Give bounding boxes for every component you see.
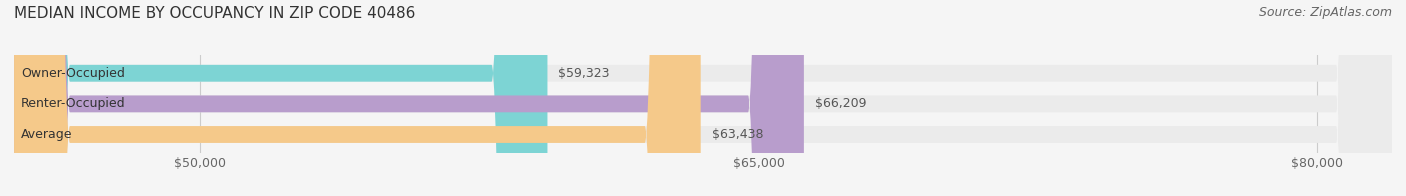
FancyBboxPatch shape	[14, 0, 1392, 196]
Text: Average: Average	[21, 128, 73, 141]
Text: Renter-Occupied: Renter-Occupied	[21, 97, 125, 110]
FancyBboxPatch shape	[14, 0, 1392, 196]
Text: $63,438: $63,438	[711, 128, 763, 141]
FancyBboxPatch shape	[14, 0, 547, 196]
FancyBboxPatch shape	[14, 0, 700, 196]
Text: Source: ZipAtlas.com: Source: ZipAtlas.com	[1258, 6, 1392, 19]
Text: MEDIAN INCOME BY OCCUPANCY IN ZIP CODE 40486: MEDIAN INCOME BY OCCUPANCY IN ZIP CODE 4…	[14, 6, 415, 21]
FancyBboxPatch shape	[14, 0, 804, 196]
Text: $59,323: $59,323	[558, 67, 610, 80]
FancyBboxPatch shape	[14, 0, 1392, 196]
Text: Owner-Occupied: Owner-Occupied	[21, 67, 125, 80]
Text: $66,209: $66,209	[815, 97, 866, 110]
